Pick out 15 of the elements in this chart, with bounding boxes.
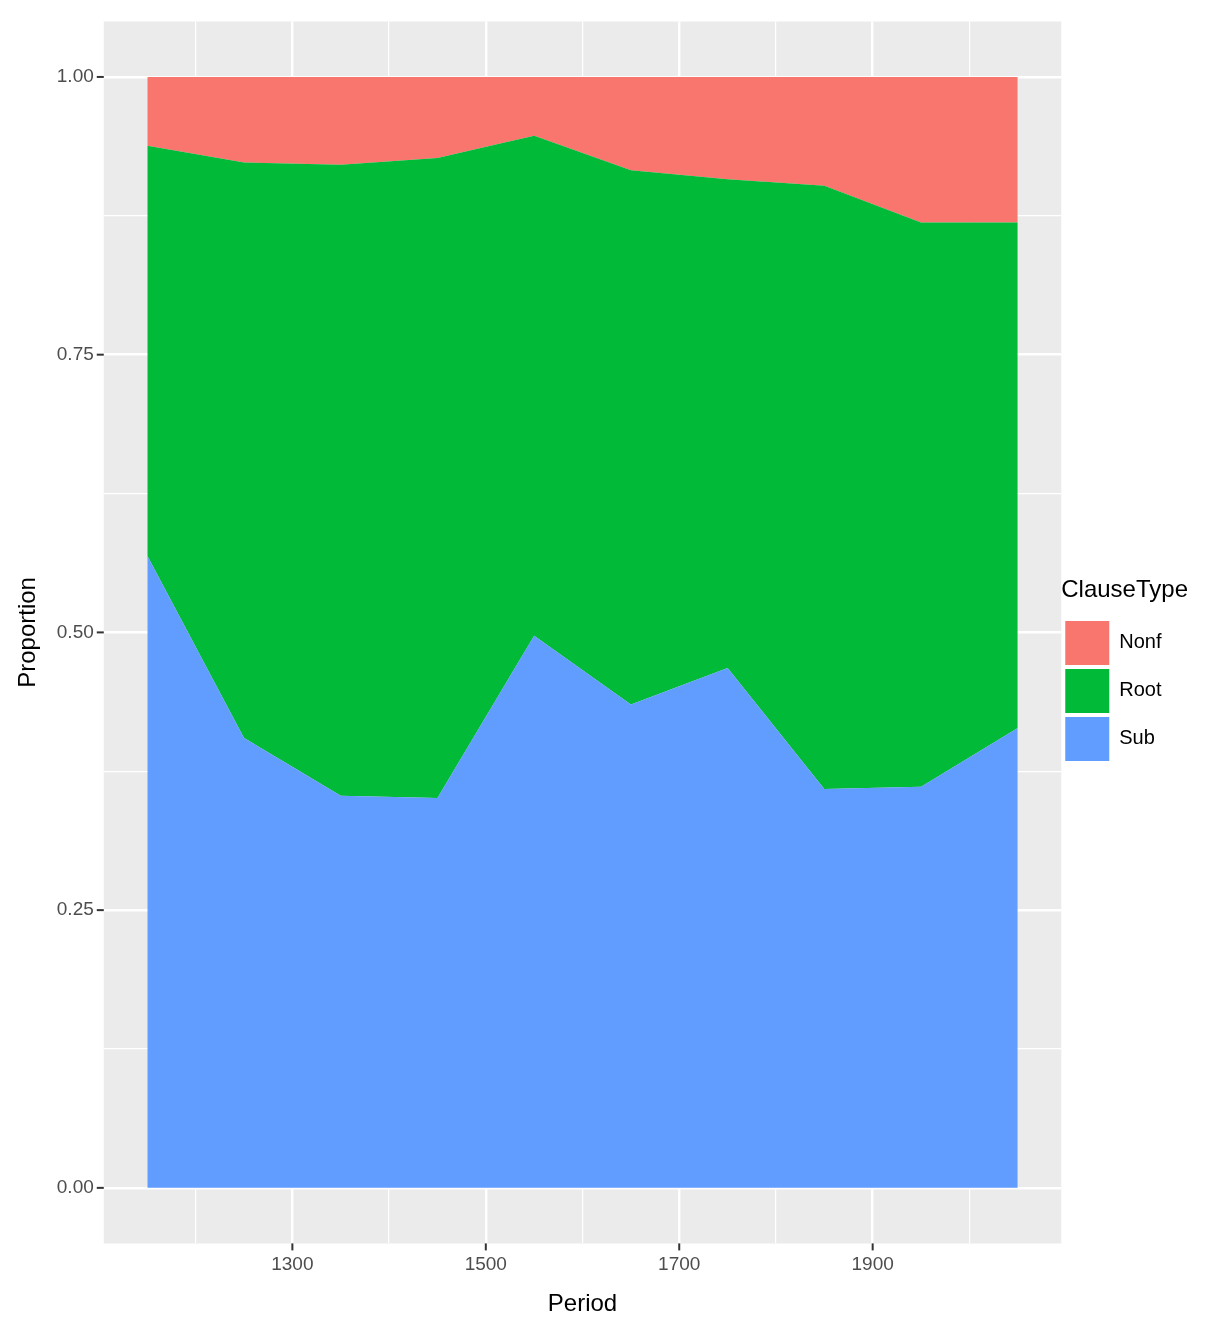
legend-title: ClauseType bbox=[1061, 574, 1189, 602]
x-axis-title: Period bbox=[547, 1289, 618, 1317]
x-tick-label: 1300 bbox=[271, 1253, 314, 1275]
x-tick-label: 1900 bbox=[851, 1253, 894, 1275]
x-tick-label: 1500 bbox=[464, 1253, 507, 1275]
y-tick-label: 0.00 bbox=[56, 1176, 94, 1198]
legend-label: Nonf bbox=[1119, 630, 1162, 653]
x-tick-label: 1700 bbox=[658, 1253, 701, 1275]
y-tick-label: 0.50 bbox=[56, 620, 94, 642]
legend-label: Root bbox=[1119, 678, 1162, 701]
legend-label: Sub bbox=[1119, 726, 1155, 749]
y-tick-label: 0.25 bbox=[56, 898, 94, 920]
y-tick-label: 1.00 bbox=[56, 65, 94, 87]
y-axis-title: Proportion bbox=[13, 577, 41, 688]
y-tick-label: 0.75 bbox=[56, 342, 94, 364]
